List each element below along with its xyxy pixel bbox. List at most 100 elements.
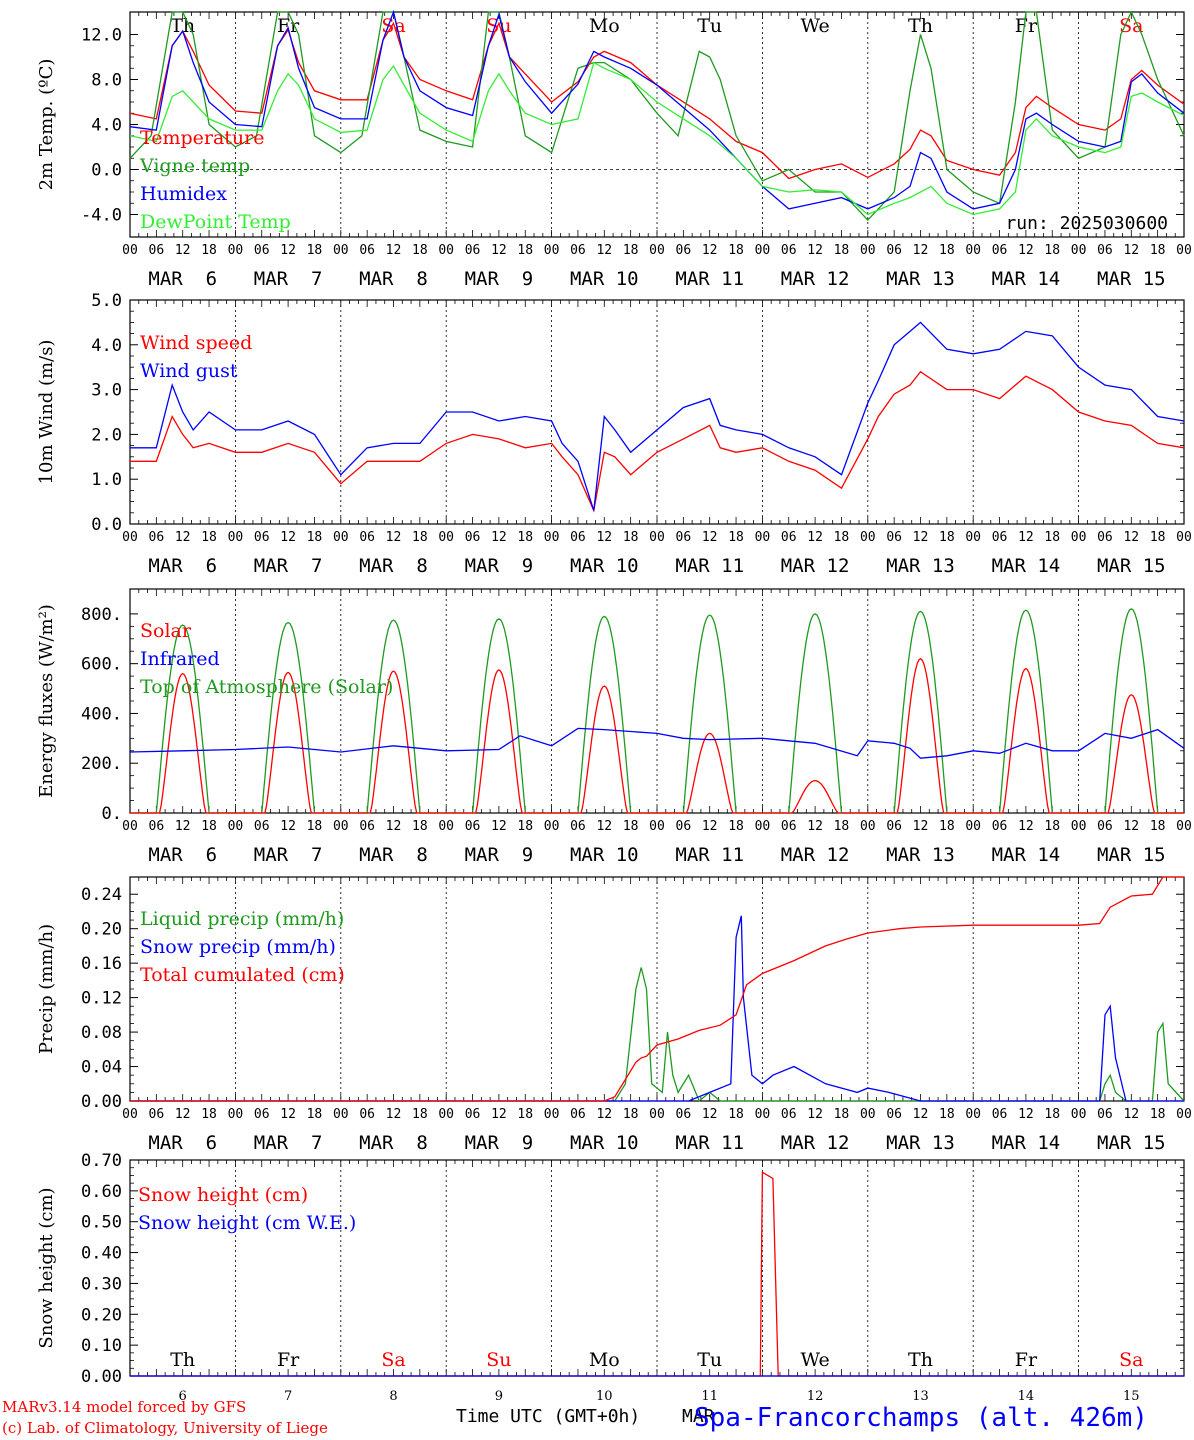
station-name: Spa-Francorchamps (alt. 426m) [694,1403,1148,1433]
series-infrared [129,727,1185,759]
hour-label: 18 [1150,1107,1166,1122]
hour-label: 06 [676,530,692,545]
date-label: MAR 10 [570,1132,639,1154]
hour-label: 12 [702,243,718,258]
series-total-cumulated-cm- [130,876,1184,1102]
hour-label: 12 [1018,243,1034,258]
hour-label: 18 [412,819,428,834]
y-tick-label: 0.0 [91,515,122,535]
y-tick-label: 0.00 [81,1092,122,1112]
series-vigne-temp [129,10,1185,222]
date-label: MAR 15 [1097,268,1166,290]
hour-label: 06 [886,243,902,258]
hour-label: 06 [359,819,375,834]
hour-label: 18 [412,1107,428,1122]
hour-label: 12 [1018,530,1034,545]
hour-label: 18 [939,530,955,545]
day-name: Su [486,15,511,37]
y-tick-label: 0.20 [81,1305,122,1325]
hour-label: 18 [834,819,850,834]
hour-label: 12 [491,243,507,258]
hour-label: 06 [676,819,692,834]
date-label: MAR 6 [148,1132,217,1154]
hour-label: 00 [860,1107,876,1122]
x-axis-month: MAR [682,1406,715,1427]
hour-label: 18 [1044,243,1060,258]
solar-series [1078,694,1184,814]
hour-label: 06 [254,530,270,545]
hour-label: 00 [438,530,454,545]
y-tick-label: 0.70 [81,1151,122,1171]
legend-entry: Temperature [140,127,264,149]
hour-label: 18 [1150,819,1166,834]
hour-label: 00 [122,819,138,834]
hour-label: 12 [386,819,402,834]
solar-series [762,779,868,814]
hour-label: 12 [913,530,929,545]
hour-label: 12 [491,530,507,545]
hour-label: 18 [517,530,533,545]
y-tick-label: 3.0 [91,381,122,401]
y-tick-label: 0.30 [81,1274,122,1294]
hour-label: 00 [122,530,138,545]
hour-label: 12 [1018,1107,1034,1122]
series-temperature [129,21,1185,180]
toa-solar-series [657,614,763,814]
date-label: MAR 7 [254,555,323,577]
y-axis-title: 2m Temp. (ºC) [36,59,57,191]
hour-label: 00 [965,1107,981,1122]
hour-label: 06 [149,243,165,258]
legend-entry: Total cumulated (cm) [140,964,345,986]
hour-label: 06 [781,819,797,834]
hour-label: 06 [886,1107,902,1122]
hour-label: 12 [807,819,823,834]
hour-label: 06 [992,819,1008,834]
hour-label: 00 [544,819,560,834]
hour-label: 12 [175,530,191,545]
hour-label: 12 [1123,530,1139,545]
hour-label: 18 [517,1107,533,1122]
legend-entry: Snow precip (mm/h) [140,936,336,958]
hour-label: 06 [254,243,270,258]
day-name: Fr [1015,15,1038,37]
hour-label: 12 [702,819,718,834]
hour-label: 12 [386,530,402,545]
hour-label: 00 [755,1107,771,1122]
toa-solar-series [446,618,552,814]
hour-label: 12 [175,1107,191,1122]
hour-label: 12 [175,243,191,258]
solar-series [130,672,236,814]
y-axis-title: Precip (mm/h) [36,924,57,1054]
footer-credit-2: (c) Lab. of Climatology, University of L… [2,1419,328,1437]
day-number: 14 [1018,1389,1035,1404]
day-name: Th [170,15,195,37]
hour-label: 06 [254,819,270,834]
panel-2: 0.0 1.0 2.0 3.0 4.0 5.0 10m Wind (m/s) 00 06 12 18… [36,291,1192,577]
day-number: 12 [807,1389,824,1404]
hour-label: 00 [965,243,981,258]
hour-label: 12 [280,1107,296,1122]
y-tick-label: 0.50 [81,1213,122,1233]
hour-label: 12 [913,243,929,258]
day-name: Mo [589,1349,620,1371]
y-tick-label: 0.0 [91,161,122,181]
day-name: We [800,15,829,37]
day-number: 7 [284,1389,292,1404]
day-number: 10 [596,1389,613,1404]
y-tick-label: 400. [81,704,122,724]
y-tick-label: 0.04 [81,1058,122,1078]
hour-label: 00 [1176,243,1192,258]
y-tick-label: 2.0 [91,425,122,445]
hour-label: 06 [359,243,375,258]
toa-solar-series [762,613,868,814]
y-tick-label: 8.0 [91,71,122,91]
hour-label: 06 [465,530,481,545]
hour-label: 00 [1071,530,1087,545]
hour-label: 06 [570,530,586,545]
hour-label: 00 [333,1107,349,1122]
date-label: MAR 8 [359,1132,428,1154]
hour-label: 12 [280,243,296,258]
toa-solar-series [551,615,657,814]
date-label: MAR 9 [465,555,534,577]
